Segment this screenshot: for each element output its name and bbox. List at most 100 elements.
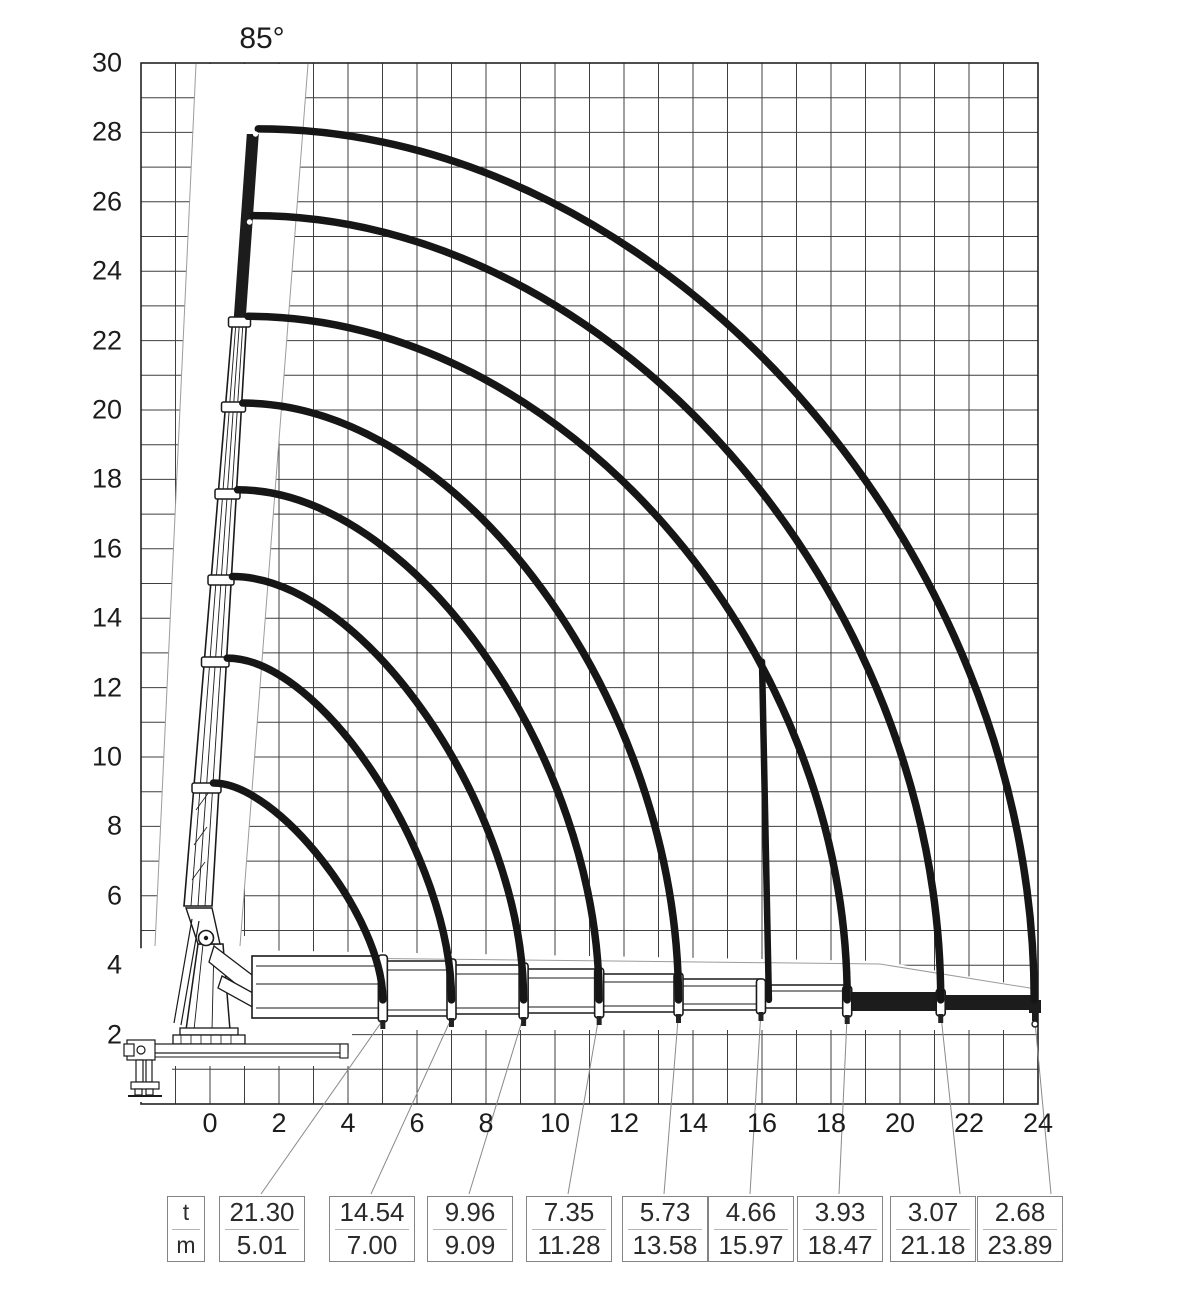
y-axis-tick-label: 24 xyxy=(91,255,122,286)
load-value: 21.30 xyxy=(229,1197,295,1228)
table-leader-line xyxy=(260,1019,384,1195)
boom-fitting xyxy=(596,1016,602,1025)
x-axis-tick-label: 0 xyxy=(202,1108,218,1138)
y-axis-tick-label: 16 xyxy=(91,533,122,564)
x-axis-tick-label: 2 xyxy=(271,1108,287,1138)
y-axis-tick-label: 30 xyxy=(91,47,122,78)
load-value: 9.96 xyxy=(444,1197,496,1228)
y-axis-tick-label: 4 xyxy=(106,949,122,980)
table-leader-line xyxy=(749,1010,762,1195)
load-value: 3.93 xyxy=(814,1197,866,1228)
load-value: 7.35 xyxy=(543,1197,595,1228)
reach-value: 15.97 xyxy=(718,1229,784,1260)
y-axis-tick-label: 8 xyxy=(106,810,122,841)
crane-base xyxy=(123,907,349,1097)
load-value: 4.66 xyxy=(725,1197,777,1228)
envelope-arc xyxy=(209,779,387,1004)
x-axis-tick-label: 8 xyxy=(478,1108,494,1138)
envelope-arc xyxy=(239,399,683,1004)
reach-value: 23.89 xyxy=(987,1229,1053,1260)
boom-collars-vertical xyxy=(191,316,252,794)
reach-value: 5.01 xyxy=(236,1229,288,1260)
y-axis-tick-label: 12 xyxy=(91,672,122,703)
reach-value: 21.18 xyxy=(900,1229,966,1260)
table-leader-line xyxy=(940,1012,961,1195)
x-axis-tick-label: 16 xyxy=(746,1108,778,1138)
x-axis-tick-label: 22 xyxy=(953,1108,985,1138)
reach-value: 7.00 xyxy=(346,1229,398,1260)
table-leader-line xyxy=(663,1012,680,1195)
x-axis-tick-label: 14 xyxy=(677,1108,709,1138)
envelope-branch-line xyxy=(758,658,773,1004)
boom-angle-label: 85° xyxy=(239,22,285,55)
envelope-arcs xyxy=(209,125,1038,1004)
x-axis-tick-label: 10 xyxy=(539,1108,571,1138)
capacity-cell: 9.96 9.09 xyxy=(427,1196,513,1262)
table-leader-line xyxy=(468,1015,525,1195)
plot-border xyxy=(140,62,1039,1105)
y-axis-tick-label: 18 xyxy=(91,463,122,494)
reach-value: 9.09 xyxy=(444,1229,496,1260)
x-axis-tick-label: 20 xyxy=(884,1108,916,1138)
boom-fitting xyxy=(521,1017,527,1026)
x-axis-tick-label: 4 xyxy=(340,1108,356,1138)
envelope-arc xyxy=(228,572,528,1004)
y-axis-tick-label: 28 xyxy=(91,116,122,147)
capacity-cell: 4.66 15.97 xyxy=(708,1196,794,1262)
y-axis-tick-label: 6 xyxy=(106,880,122,911)
boom-collar xyxy=(755,978,767,1015)
table-leader-line xyxy=(567,1014,600,1195)
x-axis-tick-label: 24 xyxy=(1022,1108,1054,1138)
outrigger xyxy=(123,1039,162,1097)
envelope-arc xyxy=(223,654,456,1004)
capacity-cell: 3.07 21.18 xyxy=(890,1196,976,1262)
capacity-cell: 5.73 13.58 xyxy=(622,1196,708,1262)
capacity-cell: 2.68 23.89 xyxy=(977,1196,1063,1262)
load-value: 14.54 xyxy=(339,1197,405,1228)
table-unit-header: t m xyxy=(167,1196,205,1262)
boom-fitting xyxy=(380,1020,386,1029)
capacity-cell: 7.35 11.28 xyxy=(526,1196,612,1262)
boom-extended-section-black xyxy=(233,134,259,322)
reach-value: 13.58 xyxy=(632,1229,698,1260)
y-axis-tick-label: 22 xyxy=(91,325,122,356)
y-axis-tick-label: 10 xyxy=(91,741,122,772)
boom-fitting xyxy=(676,1014,682,1023)
boom-fitting xyxy=(449,1018,454,1027)
table-leader-lines xyxy=(260,1010,1052,1195)
boom-horizontal xyxy=(251,955,1041,1028)
capacity-cell: 3.93 18.47 xyxy=(797,1196,883,1262)
boom-tip-shackle xyxy=(1029,1000,1041,1028)
capacity-cell: 14.54 7.00 xyxy=(329,1196,415,1262)
x-axis-tick-label: 12 xyxy=(608,1108,640,1138)
table-leader-line xyxy=(1033,1012,1052,1195)
boom-tip-pins xyxy=(246,131,259,225)
y-axis-tick-label: 2 xyxy=(106,1019,122,1050)
y-axis-tick-label: 26 xyxy=(91,186,122,217)
load-value: 5.73 xyxy=(639,1197,691,1228)
table-leader-line xyxy=(370,1017,452,1195)
envelope-arc xyxy=(249,211,945,1004)
load-value: 2.68 xyxy=(994,1197,1046,1228)
boom-at-85deg xyxy=(183,134,259,907)
load-value: 3.07 xyxy=(907,1197,959,1228)
x-axis-tick-label: 18 xyxy=(815,1108,847,1138)
unit-tonnes-label: t xyxy=(182,1199,190,1226)
reach-value: 18.47 xyxy=(807,1229,873,1260)
boom-fitting xyxy=(938,1014,944,1023)
unit-metres-label: m xyxy=(176,1231,196,1258)
envelope-arc xyxy=(244,312,851,1004)
envelope-arc xyxy=(233,486,603,1004)
table-leader-line xyxy=(838,1012,848,1195)
x-axis-tick-label: 6 xyxy=(409,1108,425,1138)
y-axis-tick-label: 20 xyxy=(91,394,122,425)
boom-fitting xyxy=(758,1012,764,1021)
reach-value: 11.28 xyxy=(537,1229,601,1260)
envelope-arc xyxy=(254,125,1038,1004)
boom-fitting xyxy=(844,1015,850,1024)
capacity-cell: 21.30 5.01 xyxy=(219,1196,305,1262)
truck-frame xyxy=(149,1043,349,1054)
y-axis-tick-label: 14 xyxy=(91,602,122,633)
